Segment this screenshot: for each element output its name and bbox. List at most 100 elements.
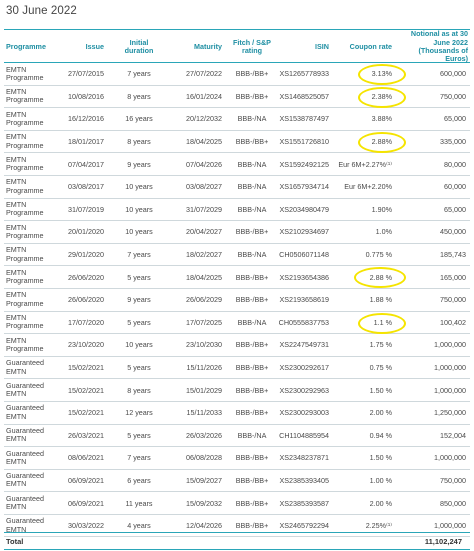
duration-cell: 7 years xyxy=(127,250,151,260)
issue-date-cell: 15/02/2021 xyxy=(68,408,104,418)
coupon-rate-cell: 1.1 % xyxy=(373,317,392,327)
issue-date-cell: 08/06/2021 xyxy=(68,453,104,463)
coupon-rate-cell: 1.50 % xyxy=(369,385,392,395)
rating-cell: BBB-/BB+ xyxy=(235,385,269,395)
notional-cell: 65,000 xyxy=(444,204,466,214)
table-row: Guaranteed EMTN 15/02/2021 12 years 15/11/20… xyxy=(4,402,470,425)
maturity-date-cell: 26/03/2026 xyxy=(186,430,222,440)
table-row: EMTN Programme 26/06/2020 5 years 18/04/2025… xyxy=(4,266,470,289)
duration-cell: 6 years xyxy=(127,475,151,485)
maturity-date-cell: 17/07/2025 xyxy=(186,317,222,327)
notional-cell: 1,000,000 xyxy=(434,521,466,531)
programme-cell: EMTN Programme xyxy=(6,64,44,82)
issue-date-cell: 15/02/2021 xyxy=(68,363,104,373)
duration-cell: 10 years xyxy=(125,182,153,192)
table-row: EMTN Programme 10/08/2016 8 years 16/01/2024… xyxy=(4,86,470,109)
maturity-date-cell: 20/04/2027 xyxy=(186,227,222,237)
programme-cell: EMTN Programme xyxy=(6,177,44,195)
notional-cell: 750,000 xyxy=(440,475,466,485)
issue-date-cell: 29/01/2020 xyxy=(68,250,104,260)
programme-cell: EMTN Programme xyxy=(6,267,44,286)
programme-cell: Guaranteed EMTN xyxy=(6,358,44,376)
isin-cell: CH0555837753 xyxy=(278,317,329,327)
coupon-rate-cell: 0.75 % xyxy=(369,363,392,373)
isin-cell: XS2300293003 xyxy=(279,408,329,418)
notional-cell: 165,000 xyxy=(440,272,466,282)
duration-cell: 8 years xyxy=(127,91,151,101)
rating-cell: BBB-/BB+ xyxy=(235,137,269,147)
programme-cell: Guaranteed EMTN xyxy=(6,403,44,421)
duration-cell: 7 years xyxy=(127,453,151,463)
rating-cell: BBB-/NA xyxy=(237,182,267,192)
issue-date-cell: 31/07/2019 xyxy=(68,204,104,214)
rating-cell: BBB-/NA xyxy=(237,317,267,327)
maturity-date-cell: 12/04/2026 xyxy=(186,521,222,531)
coupon-rate-cell: 1.75 % xyxy=(369,340,392,350)
coupon-rate-cell: 1.00 % xyxy=(369,475,392,485)
isin-cell: XS1592492125 xyxy=(279,159,329,169)
maturity-date-cell: 26/06/2029 xyxy=(186,295,222,305)
duration-cell: 8 years xyxy=(127,137,151,147)
notional-cell: 80,000 xyxy=(444,159,466,169)
coupon-rate-cell: 2.88 % xyxy=(369,272,392,282)
issue-date-cell: 06/09/2021 xyxy=(68,475,104,485)
coupon-rate-cell: 2.00 % xyxy=(369,498,392,508)
rating-cell: BBB-/BB+ xyxy=(235,363,269,373)
notional-cell: 1,000,000 xyxy=(434,340,466,350)
table-row: EMTN Programme 26/06/2020 9 years 26/06/2029… xyxy=(4,289,470,312)
notional-cell: 750,000 xyxy=(440,295,466,305)
top-divider xyxy=(4,29,470,30)
isin-cell: XS1551726810 xyxy=(279,137,329,147)
issue-date-cell: 10/08/2016 xyxy=(68,91,104,101)
table-row: EMTN Programme 07/04/2017 9 years 07/04/2026… xyxy=(4,153,470,176)
isin-cell: XS2348237871 xyxy=(279,453,329,463)
issue-date-cell: 26/06/2020 xyxy=(68,272,104,282)
issue-date-cell: 23/10/2020 xyxy=(68,340,104,350)
table-row: Guaranteed EMTN 08/06/2021 7 years 06/08/202… xyxy=(4,447,470,470)
header-isin: ISIN xyxy=(315,41,329,51)
programme-cell: EMTN Programme xyxy=(6,290,44,308)
duration-cell: 5 years xyxy=(127,272,151,282)
notional-cell: 100,402 xyxy=(440,317,466,327)
table-row: EMTN Programme 31/07/2019 10 years 31/07/202… xyxy=(4,199,470,222)
rating-cell: BBB-/BB+ xyxy=(235,453,269,463)
programme-cell: EMTN Programme xyxy=(6,313,44,331)
rating-cell: BBB-/BB+ xyxy=(235,295,269,305)
rating-cell: BBB-/BB+ xyxy=(235,408,269,418)
header-maturity: Maturity xyxy=(194,41,222,51)
rating-cell: BBB-/BB+ xyxy=(235,521,269,531)
table-row: Guaranteed EMTN 15/02/2021 5 years 15/11/202… xyxy=(4,357,470,380)
table-row: Guaranteed EMTN 06/09/2021 11 years 15/09/20… xyxy=(4,492,470,515)
maturity-date-cell: 18/02/2027 xyxy=(186,250,222,260)
notional-cell: 1,000,000 xyxy=(434,453,466,463)
rating-cell: BBB-/BB+ xyxy=(235,69,269,79)
total-value: 11,102,247 xyxy=(424,536,462,546)
rating-cell: BBB-/NA xyxy=(237,114,267,124)
issue-date-cell: 27/07/2015 xyxy=(68,69,104,79)
duration-cell: 10 years xyxy=(125,340,153,350)
rating-cell: BBB-/BB+ xyxy=(235,272,269,282)
duration-cell: 5 years xyxy=(127,317,151,327)
duration-cell: 16 years xyxy=(125,114,153,124)
duration-cell: 12 years xyxy=(125,408,153,418)
isin-cell: XS2300292617 xyxy=(279,363,329,373)
notional-cell: 600,000 xyxy=(440,69,466,79)
coupon-rate-cell: 2.00 % xyxy=(369,408,392,418)
rating-cell: BBB-/BB+ xyxy=(235,227,269,237)
coupon-rate-cell: 1.50 % xyxy=(369,453,392,463)
programme-cell: Guaranteed EMTN xyxy=(6,426,44,444)
programme-cell: EMTN Programme xyxy=(6,154,44,173)
notional-cell: 335,000 xyxy=(440,137,466,147)
duration-cell: 5 years xyxy=(127,363,151,373)
notional-cell: 65,000 xyxy=(444,114,466,124)
maturity-date-cell: 18/04/2025 xyxy=(186,137,222,147)
programme-cell: Guaranteed EMTN xyxy=(6,493,44,512)
maturity-date-cell: 15/11/2026 xyxy=(186,363,222,373)
isin-cell: XS2385393587 xyxy=(279,498,329,508)
maturity-date-cell: 03/08/2027 xyxy=(186,182,222,192)
table-row: EMTN Programme 03/08/2017 10 years 03/08/202… xyxy=(4,176,470,199)
coupon-rate-cell: 2.88% xyxy=(371,137,392,147)
coupon-rate-cell: 3.88% xyxy=(371,114,392,124)
programme-cell: EMTN Programme xyxy=(6,200,44,218)
maturity-date-cell: 23/10/2030 xyxy=(186,340,222,350)
